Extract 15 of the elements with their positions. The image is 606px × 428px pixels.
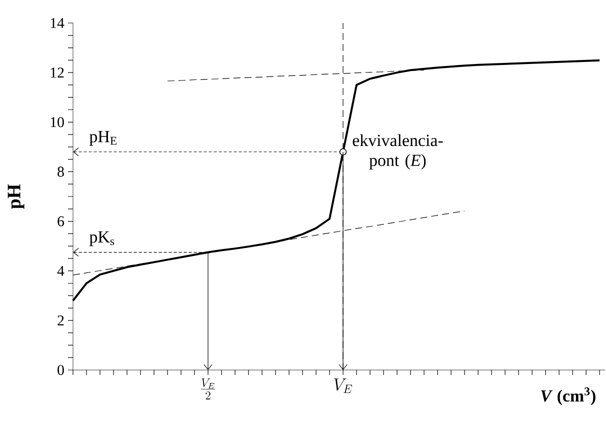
- series-label: ekvivalencia-pont (E): [352, 134, 443, 170]
- y-tick-label: 10: [50, 117, 64, 128]
- y-tick-label: 4: [57, 266, 64, 276]
- y-axis-title: pH: [8, 184, 24, 209]
- annotation: pH$_{E}$: [89, 130, 117, 146]
- y-tick-label: 8: [58, 166, 64, 177]
- x-tick-label: $\frac{V_E}{2}$: [201, 378, 216, 400]
- x-tick-label: $V_E$: [334, 378, 352, 393]
- y-tick-label: 2: [58, 315, 64, 326]
- x-axis-title: V (cm$^{3}$): [541, 387, 596, 406]
- y-tick-label: 12: [50, 68, 64, 78]
- annotation: pK$_{s}$: [89, 231, 114, 246]
- y-tick-label: 14: [50, 18, 64, 28]
- y-tick-label: 0: [58, 364, 64, 376]
- y-tick-label: 6: [58, 216, 64, 226]
